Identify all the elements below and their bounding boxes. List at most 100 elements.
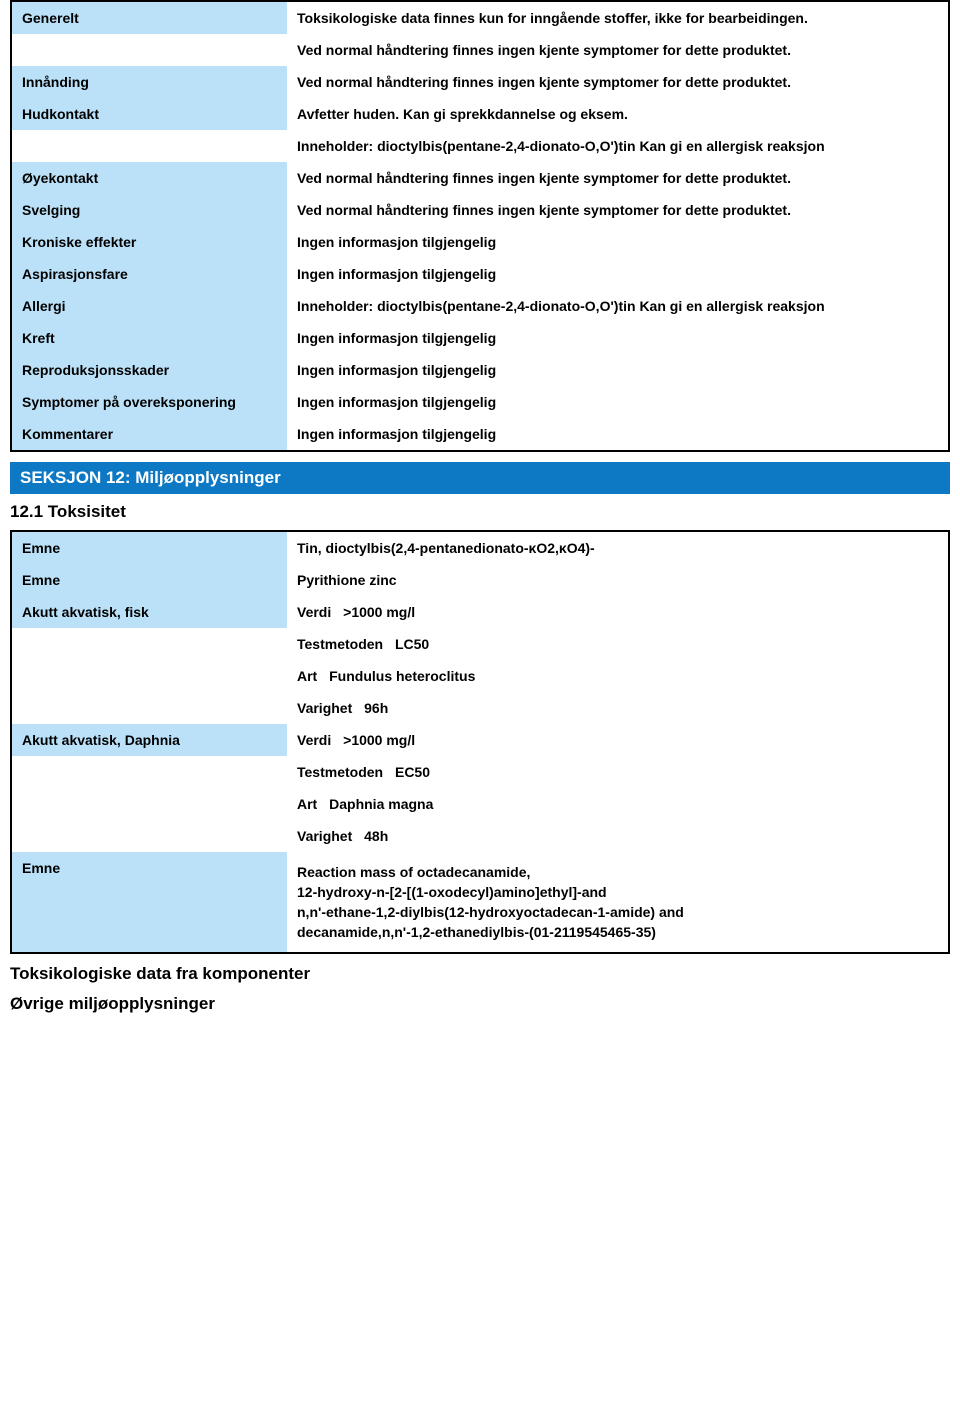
- value-kroniske: Ingen informasjon tilgjengelig: [287, 226, 948, 258]
- emne3-line2: n,n'-ethane-1,2-diylbis(12-hydroxyoctade…: [297, 904, 938, 920]
- label-empty: [12, 660, 287, 692]
- value-daphnia-testmetoden: Testmetoden EC50: [287, 756, 948, 788]
- row-fisk-art: Art Fundulus heteroclitus: [12, 660, 948, 692]
- value-oyekontakt: Ved normal håndtering finnes ingen kjent…: [287, 162, 948, 194]
- label-kreft: Kreft: [12, 322, 287, 354]
- section12-subtitle: 12.1 Toksisitet: [10, 502, 950, 522]
- value-daphnia-art: Art Daphnia magna: [287, 788, 948, 820]
- label-emne1: Emne: [12, 532, 287, 564]
- row-kroniske: Kroniske effekter Ingen informasjon tilg…: [12, 226, 948, 258]
- daphnia-verdi-val: >1000 mg/l: [343, 732, 415, 748]
- label-svelging: Svelging: [12, 194, 287, 226]
- value-fisk-verdi: Verdi >1000 mg/l: [287, 596, 948, 628]
- daphnia-varighet-val: 48h: [364, 828, 388, 844]
- label-emne3: Emne: [12, 852, 287, 952]
- fisk-verdi-key: Verdi: [297, 604, 331, 620]
- value-reproduksjon: Ingen informasjon tilgjengelig: [287, 354, 948, 386]
- label-empty: [12, 34, 287, 66]
- value-kommentarer: Ingen informasjon tilgjengelig: [287, 418, 948, 450]
- label-reproduksjon: Reproduksjonsskader: [12, 354, 287, 386]
- row-allergi: Allergi Inneholder: dioctylbis(pentane-2…: [12, 290, 948, 322]
- row-emne2: Emne Pyrithione zinc: [12, 564, 948, 596]
- value-allergi: Inneholder: dioctylbis(pentane-2,4-diona…: [287, 290, 948, 322]
- row-daphnia-varighet: Varighet 48h: [12, 820, 948, 852]
- row-daphnia-verdi: Akutt akvatisk, Daphnia Verdi >1000 mg/l: [12, 724, 948, 756]
- value-svelging: Ved normal håndtering finnes ingen kjent…: [287, 194, 948, 226]
- value-aspirasjon: Ingen informasjon tilgjengelig: [287, 258, 948, 290]
- fisk-varighet-key: Varighet: [297, 700, 352, 716]
- label-empty: [12, 756, 287, 788]
- row-oyekontakt: Øyekontakt Ved normal håndtering finnes …: [12, 162, 948, 194]
- label-aspirasjon: Aspirasjonsfare: [12, 258, 287, 290]
- label-oyekontakt: Øyekontakt: [12, 162, 287, 194]
- row-reproduksjon: Reproduksjonsskader Ingen informasjon ti…: [12, 354, 948, 386]
- value-fisk-varighet: Varighet 96h: [287, 692, 948, 724]
- row-generelt: Generelt Toksikologiske data finnes kun …: [12, 2, 948, 34]
- label-hudkontakt: Hudkontakt: [12, 98, 287, 130]
- fisk-verdi-val: >1000 mg/l: [343, 604, 415, 620]
- value-fisk-art: Art Fundulus heteroclitus: [287, 660, 948, 692]
- label-emne2: Emne: [12, 564, 287, 596]
- label-empty: [12, 788, 287, 820]
- row-generelt-2: Ved normal håndtering finnes ingen kjent…: [12, 34, 948, 66]
- label-empty: [12, 692, 287, 724]
- row-fisk-verdi: Akutt akvatisk, fisk Verdi >1000 mg/l: [12, 596, 948, 628]
- daphnia-varighet-key: Varighet: [297, 828, 352, 844]
- section12-box: Emne Tin, dioctylbis(2,4-pentanedionato-…: [10, 530, 950, 954]
- row-fisk-varighet: Varighet 96h: [12, 692, 948, 724]
- fisk-testmetoden-key: Testmetoden: [297, 636, 383, 652]
- label-kroniske: Kroniske effekter: [12, 226, 287, 258]
- daphnia-art-key: Art: [297, 796, 317, 812]
- fisk-varighet-val: 96h: [364, 700, 388, 716]
- value-daphnia-varighet: Varighet 48h: [287, 820, 948, 852]
- value-kreft: Ingen informasjon tilgjengelig: [287, 322, 948, 354]
- bottom-title-2: Øvrige miljøopplysninger: [10, 994, 950, 1014]
- value-hudkontakt-1: Inneholder: dioctylbis(pentane-2,4-diona…: [287, 130, 948, 162]
- emne3-line0: Reaction mass of octadecanamide,: [297, 864, 938, 880]
- daphnia-testmetoden-val: EC50: [395, 764, 430, 780]
- label-symptomer: Symptomer på overeksponering: [12, 386, 287, 418]
- value-generelt-0: Toksikologiske data finnes kun for inngå…: [287, 2, 948, 34]
- label-kommentarer: Kommentarer: [12, 418, 287, 450]
- value-innanding: Ved normal håndtering finnes ingen kjent…: [287, 66, 948, 98]
- value-daphnia-verdi: Verdi >1000 mg/l: [287, 724, 948, 756]
- row-aspirasjon: Aspirasjonsfare Ingen informasjon tilgje…: [12, 258, 948, 290]
- row-fisk-testmetoden: Testmetoden LC50: [12, 628, 948, 660]
- row-hudkontakt-2: Inneholder: dioctylbis(pentane-2,4-diona…: [12, 130, 948, 162]
- label-empty: [12, 820, 287, 852]
- label-empty: [12, 628, 287, 660]
- label-fisk: Akutt akvatisk, fisk: [12, 596, 287, 628]
- label-allergi: Allergi: [12, 290, 287, 322]
- bottom-title-1: Toksikologiske data fra komponenter: [10, 964, 950, 984]
- value-fisk-testmetoden: Testmetoden LC50: [287, 628, 948, 660]
- section12-header: SEKSJON 12: Miljøopplysninger: [10, 462, 950, 494]
- label-empty: [12, 130, 287, 162]
- value-emne1: Tin, dioctylbis(2,4-pentanedionato-κO2,κ…: [287, 532, 948, 564]
- value-hudkontakt-0: Avfetter huden. Kan gi sprekkdannelse og…: [287, 98, 948, 130]
- label-generelt: Generelt: [12, 2, 287, 34]
- row-emne1: Emne Tin, dioctylbis(2,4-pentanedionato-…: [12, 532, 948, 564]
- fisk-art-val: Fundulus heteroclitus: [329, 668, 475, 684]
- label-daphnia: Akutt akvatisk, Daphnia: [12, 724, 287, 756]
- row-svelging: Svelging Ved normal håndtering finnes in…: [12, 194, 948, 226]
- row-kreft: Kreft Ingen informasjon tilgjengelig: [12, 322, 948, 354]
- value-emne3: Reaction mass of octadecanamide, 12-hydr…: [287, 852, 948, 952]
- fisk-art-key: Art: [297, 668, 317, 684]
- row-symptomer: Symptomer på overeksponering Ingen infor…: [12, 386, 948, 418]
- daphnia-testmetoden-key: Testmetoden: [297, 764, 383, 780]
- row-innanding: Innånding Ved normal håndtering finnes i…: [12, 66, 948, 98]
- row-daphnia-testmetoden: Testmetoden EC50: [12, 756, 948, 788]
- daphnia-verdi-key: Verdi: [297, 732, 331, 748]
- label-innanding: Innånding: [12, 66, 287, 98]
- daphnia-art-val: Daphnia magna: [329, 796, 433, 812]
- row-emne3: Emne Reaction mass of octadecanamide, 12…: [12, 852, 948, 952]
- row-kommentarer: Kommentarer Ingen informasjon tilgjengel…: [12, 418, 948, 450]
- fisk-testmetoden-val: LC50: [395, 636, 429, 652]
- value-generelt-1: Ved normal håndtering finnes ingen kjent…: [287, 34, 948, 66]
- emne3-line1: 12-hydroxy-n-[2-[(1-oxodecyl)amino]ethyl…: [297, 884, 938, 900]
- value-symptomer: Ingen informasjon tilgjengelig: [287, 386, 948, 418]
- section11-box: Generelt Toksikologiske data finnes kun …: [10, 0, 950, 452]
- emne3-line3: decanamide,n,n'-1,2-ethanediylbis-(01-21…: [297, 924, 938, 940]
- row-daphnia-art: Art Daphnia magna: [12, 788, 948, 820]
- value-emne2: Pyrithione zinc: [287, 564, 948, 596]
